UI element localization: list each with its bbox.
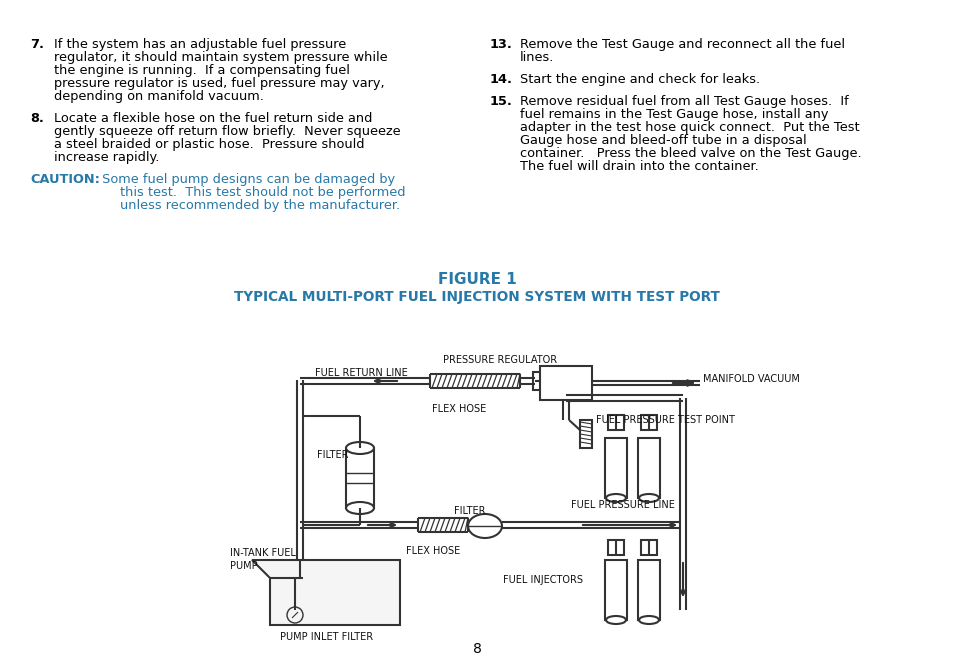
Text: pressure regulator is used, fuel pressure may vary,: pressure regulator is used, fuel pressur… xyxy=(54,77,384,90)
Text: depending on manifold vacuum.: depending on manifold vacuum. xyxy=(54,90,264,103)
Text: FILTER: FILTER xyxy=(454,506,485,516)
Bar xyxy=(539,366,592,400)
Text: unless recommended by the manufacturer.: unless recommended by the manufacturer. xyxy=(120,199,399,212)
Ellipse shape xyxy=(605,616,625,624)
Text: adapter in the test hose quick connect.  Put the Test: adapter in the test hose quick connect. … xyxy=(519,121,859,134)
Text: 13.: 13. xyxy=(490,38,513,51)
Text: PRESSURE REGULATOR: PRESSURE REGULATOR xyxy=(442,355,557,365)
Text: regulator, it should maintain system pressure while: regulator, it should maintain system pre… xyxy=(54,51,387,64)
Text: lines.: lines. xyxy=(519,51,554,64)
Text: PUMP INLET FILTER: PUMP INLET FILTER xyxy=(280,632,373,642)
Bar xyxy=(638,560,659,620)
Bar xyxy=(640,415,657,430)
Bar xyxy=(604,560,626,620)
Text: FUEL RETURN LINE: FUEL RETURN LINE xyxy=(314,368,407,378)
Ellipse shape xyxy=(639,616,659,624)
Bar xyxy=(607,415,623,430)
Text: FUEL PRESSURE TEST POINT: FUEL PRESSURE TEST POINT xyxy=(596,415,734,425)
Text: a steel braided or plastic hose.  Pressure should: a steel braided or plastic hose. Pressur… xyxy=(54,138,364,151)
Text: CAUTION:: CAUTION: xyxy=(30,173,100,186)
Text: 15.: 15. xyxy=(490,95,513,108)
Text: this test.  This test should not be performed: this test. This test should not be perfo… xyxy=(120,186,405,199)
Text: The fuel will drain into the container.: The fuel will drain into the container. xyxy=(519,160,758,173)
Text: Some fuel pump designs can be damaged by: Some fuel pump designs can be damaged by xyxy=(98,173,395,186)
Text: Locate a flexible hose on the fuel return side and: Locate a flexible hose on the fuel retur… xyxy=(54,112,372,125)
Bar xyxy=(638,438,659,498)
Text: increase rapidly.: increase rapidly. xyxy=(54,151,159,164)
Text: 8: 8 xyxy=(472,642,481,656)
Ellipse shape xyxy=(346,502,374,514)
Ellipse shape xyxy=(639,494,659,502)
Text: 7.: 7. xyxy=(30,38,44,51)
Text: FLEX HOSE: FLEX HOSE xyxy=(406,546,459,556)
Bar xyxy=(346,448,374,508)
Bar xyxy=(604,438,626,498)
Text: container.   Press the bleed valve on the Test Gauge.: container. Press the bleed valve on the … xyxy=(519,147,861,160)
Ellipse shape xyxy=(468,514,501,538)
Text: MANIFOLD VACUUM: MANIFOLD VACUUM xyxy=(702,374,799,384)
Text: FIGURE 1: FIGURE 1 xyxy=(437,272,516,287)
Text: If the system has an adjustable fuel pressure: If the system has an adjustable fuel pre… xyxy=(54,38,346,51)
Bar xyxy=(640,540,657,555)
Bar xyxy=(607,540,623,555)
Text: FUEL INJECTORS: FUEL INJECTORS xyxy=(502,575,582,585)
Bar xyxy=(579,420,592,448)
Text: Gauge hose and bleed-off tube in a disposal: Gauge hose and bleed-off tube in a dispo… xyxy=(519,134,806,147)
Ellipse shape xyxy=(605,494,625,502)
Text: Remove residual fuel from all Test Gauge hoses.  If: Remove residual fuel from all Test Gauge… xyxy=(519,95,848,108)
Text: 14.: 14. xyxy=(490,73,513,86)
Text: FUEL PRESSURE LINE: FUEL PRESSURE LINE xyxy=(571,500,674,510)
Text: Remove the Test Gauge and reconnect all the fuel: Remove the Test Gauge and reconnect all … xyxy=(519,38,844,51)
Text: fuel remains in the Test Gauge hose, install any: fuel remains in the Test Gauge hose, ins… xyxy=(519,108,827,121)
Text: 8.: 8. xyxy=(30,112,44,125)
Ellipse shape xyxy=(346,442,374,454)
Text: FLEX HOSE: FLEX HOSE xyxy=(432,404,486,414)
Text: gently squeeze off return flow briefly.  Never squeeze: gently squeeze off return flow briefly. … xyxy=(54,125,400,138)
Text: FILTER: FILTER xyxy=(316,450,348,460)
Text: IN-TANK FUEL
PUMP: IN-TANK FUEL PUMP xyxy=(230,548,295,571)
Text: TYPICAL MULTI-PORT FUEL INJECTION SYSTEM WITH TEST PORT: TYPICAL MULTI-PORT FUEL INJECTION SYSTEM… xyxy=(233,290,720,304)
Text: Start the engine and check for leaks.: Start the engine and check for leaks. xyxy=(519,73,760,86)
Polygon shape xyxy=(252,560,399,625)
Bar xyxy=(533,372,540,390)
Text: the engine is running.  If a compensating fuel: the engine is running. If a compensating… xyxy=(54,64,350,77)
